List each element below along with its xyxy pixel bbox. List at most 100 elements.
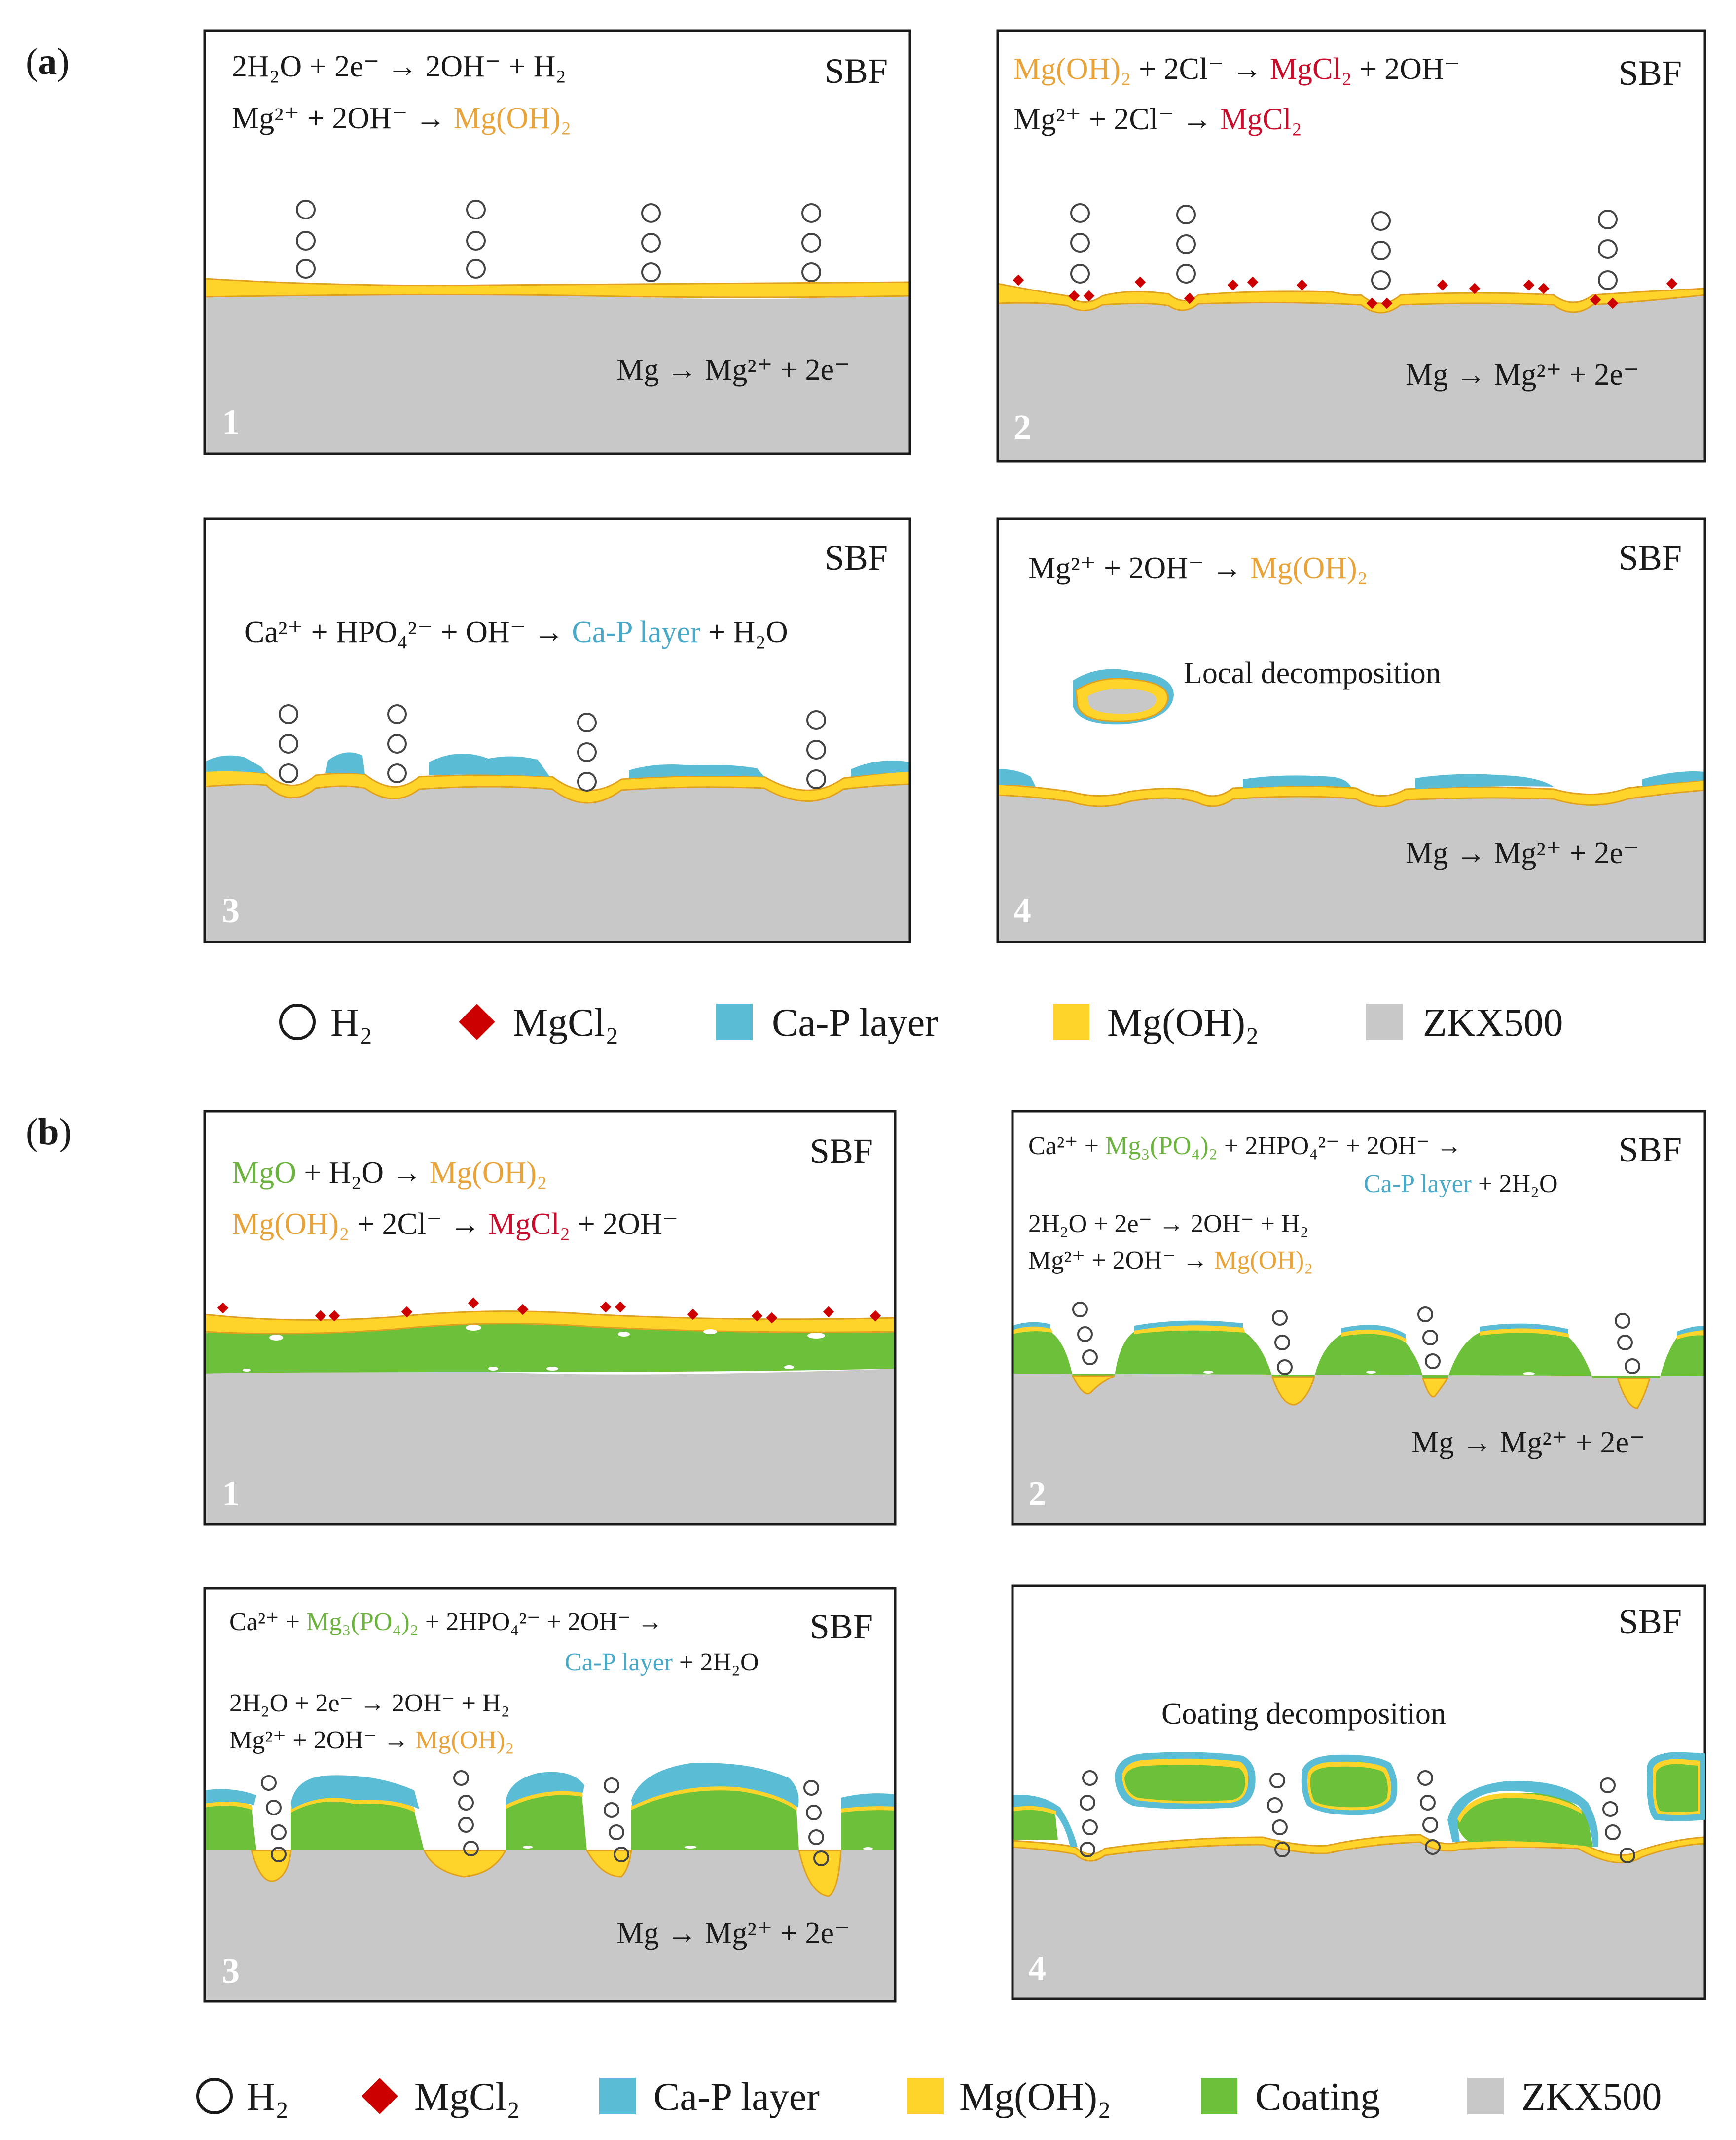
medium-label-a3: SBF [825,538,888,578]
cap-layer [326,752,365,774]
panel-number-a3: 3 [222,891,240,930]
panel-number-b3: 3 [222,1951,240,1991]
mgoh2-layer [1457,1793,1582,1823]
mgoh2-layer [998,283,1705,314]
panel-b2: Ca²⁺ + Mg₃(PO₄)₂ + 2HPO₄²⁻ + 2OH⁻ → Ca-P… [1011,1110,1706,1526]
legend-mgcl2-label: MgCl₂ [513,1001,619,1045]
medium-label-b3: SBF [810,1607,873,1646]
cap-layer [1013,1320,1705,1339]
legend-h2-icon [196,2078,233,2114]
coating-layer [1013,1327,1705,1378]
substrate-zkx500 [205,1850,895,2001]
annotation-coating-decomposition: Coating decomposition [1161,1697,1446,1731]
medium-label-a1: SBF [825,51,888,91]
equation-a1-1: 2H₂O + 2e⁻ → 2OH⁻ + H₂ [232,50,566,83]
mgoh2-layer [1013,1834,1705,1864]
substrate-zkx500 [1013,1842,1705,1999]
equation-b2-1: Ca²⁺ + Mg₃(PO₄)₂ + 2HPO₄²⁻ + 2OH⁻ → [1028,1132,1462,1160]
legend-mgoh2-label: Mg(OH)₂ [959,2075,1111,2119]
equation-b2-1-cont: Ca-P layer + 2H₂O [1364,1170,1558,1198]
medium-label-a4: SBF [1619,538,1682,578]
h2-bubbles [1070,203,1618,290]
medium-label-b4: SBF [1619,1602,1682,1641]
equation-a1-2: Mg²⁺ + 2OH⁻ → Mg(OH)₂ [232,102,571,135]
legend-h2-label: H₂ [247,2075,289,2119]
cap-layer [1642,771,1705,787]
mgcl2-particles [217,1297,881,1324]
cap-layer [851,761,910,777]
equation-b3-2: 2H₂O + 2e⁻ → 2OH⁻ + H₂ [229,1689,510,1717]
coating-layer [1013,1808,1058,1840]
coating-pores [1203,1371,1535,1375]
legend-cap-label: Ca-P layer [772,1001,938,1045]
legend-cap-icon [716,1004,753,1040]
coating-layer [205,1320,895,1374]
coating-layer [205,1789,895,1850]
legend-coating-label: Coating [1255,2075,1380,2119]
mgoh2-layer [251,1850,842,1897]
equation-b2-2: 2H₂O + 2e⁻ → 2OH⁻ + H₂ [1028,1210,1309,1238]
anodic-equation-a2: Mg → Mg²⁺ + 2e⁻ [1406,358,1639,392]
legend-mgoh2-icon [1053,1004,1089,1040]
legend-coating-icon [1201,2078,1237,2114]
legend-mgcl2-icon [459,1004,495,1040]
part-label-a: (a) [26,41,70,82]
legend-a: H₂ MgCl₂ Ca-P layer Mg(OH)₂ ZKX500 [279,1001,1563,1045]
annotation-local-decomposition: Local decomposition [1184,656,1441,690]
legend-substrate-label: ZKX500 [1423,1001,1563,1045]
legend-h2-icon [279,1004,316,1040]
substrate-zkx500 [998,295,1705,461]
equation-a4-1: Mg²⁺ + 2OH⁻ → Mg(OH)₂ [1028,551,1368,585]
substrate-zkx500 [205,784,910,942]
panel-number-b4: 4 [1028,1949,1046,1988]
detached-coating-fragments [1115,1752,1705,1821]
cap-layer [429,754,550,777]
legend-mgoh2-label: Mg(OH)₂ [1107,1001,1259,1045]
medium-label-b2: SBF [1619,1130,1682,1169]
legend-substrate-icon [1366,1004,1403,1040]
cap-layer [998,769,1036,787]
coating-pores [243,1325,825,1372]
legend-substrate-label: ZKX500 [1521,2075,1662,2119]
medium-label-a2: SBF [1619,53,1682,93]
mgoh2-layer [205,278,910,298]
cap-layer [1415,774,1554,789]
equation-a2-1: Mg(OH)₂ + 2Cl⁻ → MgCl₂ + 2OH⁻ [1013,52,1460,86]
equation-a3-1: Ca²⁺ + HPO₄²⁻ + OH⁻ → Ca-P layer + H₂O [244,616,788,649]
panel-number-b1: 1 [222,1474,240,1513]
mgcl2-particles [1013,274,1678,309]
h2-bubbles [296,200,821,282]
cap-layer [1243,775,1351,788]
detached-fragment [1073,669,1174,725]
coating-layer [1455,1793,1593,1847]
panel-b4: SBF Coating decomposition 4 [1011,1584,1706,2000]
mgoh2-layer [1071,1375,1651,1409]
equation-b3-1-cont: Ca-P layer + 2H₂O [565,1648,759,1676]
equation-a2-2: Mg²⁺ + 2Cl⁻ → MgCl₂ [1013,103,1302,136]
panel-number-a1: 1 [222,402,240,442]
legend-substrate-icon [1467,2078,1504,2114]
h2-bubbles [1072,1302,1640,1375]
cap-layer [205,755,266,773]
panel-a1: 2H₂O + 2e⁻ → 2OH⁻ + H₂ Mg²⁺ + 2OH⁻ → Mg(… [203,29,911,455]
legend-mgcl2-icon [362,2078,398,2114]
h2-bubbles [279,704,826,792]
panel-a4: Mg²⁺ + 2OH⁻ → Mg(OH)₂ SBF Local decompos… [996,517,1706,943]
substrate-zkx500 [998,790,1705,942]
panel-number-a2: 2 [1013,407,1031,447]
panel-number-b2: 2 [1028,1474,1046,1513]
panel-number-a4: 4 [1013,891,1031,930]
mgoh2-layer [1013,1324,1705,1342]
legend-b: H₂ MgCl₂ Ca-P layer Mg(OH)₂ Coating ZKX5… [196,2075,1662,2119]
legend-mgcl2-label: MgCl₂ [414,2075,520,2119]
mgoh2-layer [1013,1806,1056,1815]
legend-mgoh2-icon [907,2078,944,2114]
equation-b3-3: Mg²⁺ + 2OH⁻ → Mg(OH)₂ [229,1726,514,1754]
equation-b1-1: MgO + H₂O → Mg(OH)₂ [232,1156,547,1190]
anodic-equation-a1: Mg → Mg²⁺ + 2e⁻ [616,353,850,387]
coating-pores [523,1846,873,1850]
panel-b1: MgO + H₂O → Mg(OH)₂ Mg(OH)₂ + 2Cl⁻ → MgC… [203,1110,897,1526]
legend-cap-icon [599,2078,636,2114]
anodic-equation-b2: Mg → Mg²⁺ + 2e⁻ [1411,1426,1645,1459]
